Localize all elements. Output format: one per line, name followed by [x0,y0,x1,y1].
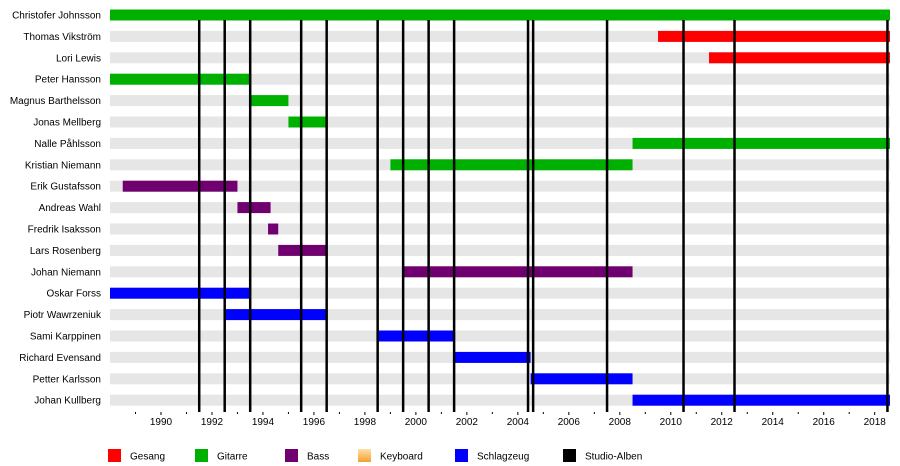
member-name-piotr-wawrzeniuk: Piotr Wawrzeniuk [24,310,102,321]
row-stripe [110,330,890,342]
row-stripes [110,9,890,406]
bar-thomas-vikstrom-gesang [658,30,890,42]
legend-label-schlagzeug: Schlagzeug [477,452,529,463]
x-axis-ticks: 1990 1992 1994 1996 1998 2000 2002 2004 2006 2008… [134,412,887,428]
legend-swatch-keyboard [358,449,371,462]
row-stripe [110,116,890,128]
x-tick-label-1994: 1994 [252,417,275,428]
bar-christofer-johnsson-gitarre [110,9,890,21]
member-name-erik-gustafsson: Erik Gustafsson [30,182,101,193]
bar-oskar-forss-schlagzeug [110,287,251,299]
member-bars [110,9,890,406]
member-name-johan-kullberg: Johan Kullberg [34,396,101,407]
legend-label-bass: Bass [307,452,329,463]
bar-johan-kullberg-schlagzeug [632,394,890,406]
x-tick-label-2002: 2002 [456,417,479,428]
legend-swatch-gesang [108,449,121,462]
bar-petter-karlsson-schlagzeug [530,373,633,385]
legend: Gesang Gitarre Bass Keyboard Schlagzeug Studi… [108,449,642,463]
x-tick-label-2008: 2008 [609,417,632,428]
member-names: Christofer Johnsson Thomas Vikström Lori L… [10,11,102,407]
x-tick-label-1990: 1990 [150,417,173,428]
row-stripe [110,309,890,321]
bar-erik-gustafsson-bass [122,180,238,192]
member-name-peter-hansson: Peter Hansson [35,75,101,86]
member-name-lars-rosenberg: Lars Rosenberg [30,246,101,257]
x-tick-label-2016: 2016 [813,417,836,428]
x-tick-label-2000: 2000 [405,417,428,428]
legend-swatch-gitarre [195,449,208,462]
member-name-nalle-pahlsson: Nalle Påhlsson [34,138,101,150]
bar-lori-lewis-gesang [709,52,890,64]
row-stripe [110,95,890,107]
x-tick-label-2012: 2012 [711,417,734,428]
row-stripe [110,394,890,406]
bar-andreas-wahl-bass [237,202,271,214]
bar-peter-hansson-gitarre [110,73,251,85]
member-name-magnus-barthelsson: Magnus Barthelsson [10,96,101,107]
row-stripe [110,73,890,85]
legend-swatch-bass [285,449,298,462]
member-name-thomas-vikstrom: Thomas Vikström [23,32,101,43]
member-name-sami-karppinen: Sami Karppinen [30,332,101,343]
member-name-andreas-wahl: Andreas Wahl [39,203,101,214]
member-name-lori-lewis: Lori Lewis [56,53,101,64]
bar-piotr-wawrzeniuk-schlagzeug [224,309,327,321]
x-tick-label-1998: 1998 [354,417,377,428]
bar-jonas-mellberg-gitarre [288,116,327,128]
x-tick-label-2010: 2010 [660,417,683,428]
row-stripe [110,373,890,385]
x-tick-label-2004: 2004 [507,417,530,428]
row-stripe [110,202,890,214]
legend-swatch-studio_alben [563,449,576,462]
member-name-johan-niemann: Johan Niemann [31,267,101,278]
legend-label-studio_alben: Studio-Alben [585,452,642,463]
member-name-richard-evensand: Richard Evensand [19,353,101,364]
member-name-kristian-niemann: Kristian Niemann [25,160,101,171]
legend-label-gitarre: Gitarre [217,452,248,463]
member-name-fredrik-isaksson: Fredrik Isaksson [28,225,101,236]
row-stripe [110,223,890,235]
row-stripe [110,137,890,149]
x-tick-label-2018: 2018 [864,417,887,428]
x-tick-label-2006: 2006 [558,417,581,428]
legend-label-gesang: Gesang [130,452,165,463]
bar-kristian-niemann-gitarre [390,159,633,171]
member-name-petter-karlsson: Petter Karlsson [33,374,101,385]
member-name-christofer-johnsson: Christofer Johnsson [12,11,101,22]
bar-fredrik-isaksson-bass [268,223,279,235]
row-stripe [110,287,890,299]
bar-richard-evensand-schlagzeug [454,351,531,363]
row-stripe [110,244,890,256]
member-name-jonas-mellberg: Jonas Mellberg [33,118,101,129]
bar-sami-karppinen-schlagzeug [377,330,455,342]
bar-magnus-barthelsson-gitarre [250,95,289,107]
legend-label-keyboard: Keyboard [380,452,423,463]
member-name-oskar-forss: Oskar Forss [47,289,101,300]
legend-swatch-schlagzeug [455,449,468,462]
x-tick-label-2014: 2014 [762,417,785,428]
x-tick-label-1992: 1992 [201,417,224,428]
bar-johan-niemann-bass [403,266,633,278]
bar-nalle-pahlsson-gitarre [632,137,890,149]
bar-lars-rosenberg-bass [278,244,327,256]
row-stripe [110,52,890,64]
row-stripe [110,180,890,192]
x-tick-label-1996: 1996 [303,417,326,428]
studio-album-lines [197,20,889,412]
row-stripe [110,30,890,42]
